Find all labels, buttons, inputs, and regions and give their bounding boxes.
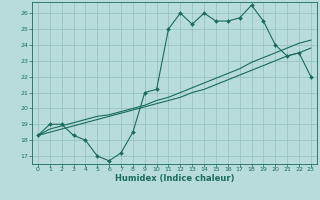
X-axis label: Humidex (Indice chaleur): Humidex (Indice chaleur) (115, 174, 234, 183)
